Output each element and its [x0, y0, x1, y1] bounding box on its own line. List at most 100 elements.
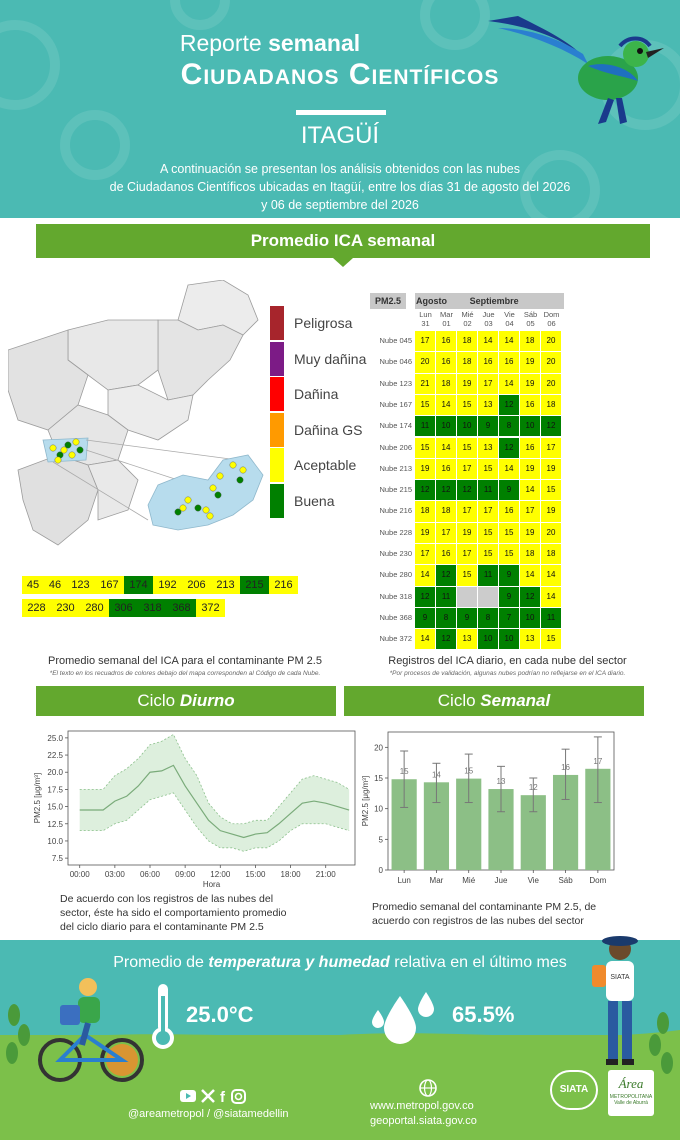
- table-cell: 17: [457, 501, 477, 522]
- map-point: [60, 446, 68, 454]
- table-cell: 9: [457, 607, 477, 629]
- diurnal-title-bold: Diurno: [179, 691, 235, 710]
- table-cell: 18: [520, 331, 540, 352]
- area-metropolitana-logo: Área METROPOLITANA Valle de Aburrá: [608, 1070, 654, 1116]
- table-cell: 8: [499, 416, 519, 437]
- footer-title-bold: temperatura y humedad: [208, 954, 390, 971]
- table-month1: Agosto: [416, 296, 447, 306]
- legend-item: Peligrosa: [270, 306, 390, 340]
- legend-label: Buena: [294, 492, 335, 509]
- social-handles[interactable]: @areametropol / @siatamedellin: [128, 1108, 289, 1120]
- y-tick-label: 10: [374, 805, 383, 814]
- description-line: y 06 de septiembre del 2026: [261, 198, 419, 212]
- geoportal-url[interactable]: geoportal.siata.gov.co: [370, 1115, 477, 1127]
- nube-code-box: 123: [66, 576, 95, 594]
- table-row-label: Nube 280: [379, 570, 412, 580]
- table-cell: 9: [499, 480, 519, 501]
- table-day-number: 03: [484, 319, 493, 328]
- table-cell: 18: [541, 544, 561, 565]
- footer-title: Promedio de temperatura y humedad relati…: [0, 954, 680, 972]
- bird-illustration: [488, 16, 664, 124]
- nube-code-box: 280: [80, 599, 109, 617]
- legend-item: Buena: [270, 483, 390, 518]
- table-day-name: Jue: [482, 310, 495, 319]
- diurnal-title-light: Ciclo: [137, 691, 176, 710]
- bar-value-label: 15: [400, 767, 409, 776]
- y-tick-label: 12.5: [47, 820, 63, 829]
- table-cell: 15: [478, 458, 498, 480]
- table-cell: 17: [457, 458, 477, 480]
- table-cell: 9: [499, 565, 519, 586]
- table-row-label: Nube 045: [379, 336, 412, 345]
- table-cell: 10: [520, 607, 540, 629]
- table-row-label: Nube 372: [379, 634, 412, 644]
- x-tick-label: 03:00: [105, 870, 126, 879]
- y-tick-label: 20: [374, 743, 383, 752]
- table-cell: 12: [436, 565, 456, 586]
- nube-code-box: 318: [138, 599, 167, 617]
- table-cell: 9: [415, 607, 435, 629]
- table-row-label: Nube 215: [379, 485, 412, 495]
- map-point: [179, 504, 187, 512]
- table-cell: 14: [436, 394, 456, 416]
- table-cell: 11: [415, 416, 435, 437]
- table-cell: 18: [457, 352, 477, 373]
- table-day-number: 04: [505, 319, 514, 328]
- metropol-url[interactable]: www.metropol.gov.co: [370, 1100, 474, 1112]
- weekly-title-light: Ciclo: [437, 691, 476, 710]
- x-axis-label: Hora: [203, 880, 221, 889]
- table-cell: 16: [436, 331, 456, 352]
- table-row-label: Nube 046: [379, 357, 412, 367]
- x-tick-label: Dom: [589, 876, 606, 885]
- map-point: [202, 506, 210, 514]
- x-tick-label: Vie: [528, 876, 540, 885]
- table-cell: 11: [478, 480, 498, 501]
- thermometer-icon: [152, 984, 174, 1049]
- table-day-name: Mié: [461, 310, 474, 319]
- table-cell: 10: [499, 629, 519, 650]
- map-point: [72, 438, 80, 446]
- report-title: Reporte semanal: [0, 30, 540, 57]
- table-cell: 10: [457, 416, 477, 437]
- table-cell: 18: [457, 331, 477, 352]
- table-cell: 20: [415, 352, 435, 373]
- legend-label: Dañina GS: [294, 421, 363, 438]
- table-cell: 15: [478, 544, 498, 565]
- footer-title-light: relativa en el último mes: [394, 954, 567, 971]
- table-cell: 9: [478, 416, 498, 437]
- map-point: [229, 461, 237, 469]
- table-cell: 18: [436, 373, 456, 394]
- table-cell: 7: [499, 607, 519, 629]
- table-cell: 16: [478, 352, 498, 373]
- ica-note-left: *El texto en los recuadros de colores de…: [49, 670, 321, 677]
- table-cell: 15: [457, 437, 477, 458]
- x-tick-label: 00:00: [70, 870, 91, 879]
- nube-code-box: 174: [124, 576, 153, 594]
- x-tick-label: Mar: [430, 876, 444, 885]
- table-day-name: Dom: [543, 310, 560, 319]
- ica-section-title: Promedio ICA semanal: [36, 224, 650, 267]
- table-cell: 19: [520, 522, 540, 543]
- x-tick-label: Mié: [462, 876, 475, 885]
- table-cell: 15: [415, 437, 435, 458]
- report-header: [0, 0, 680, 218]
- table-cell: 20: [541, 373, 561, 394]
- bar-value-label: 14: [432, 770, 441, 779]
- legend-label: Muy dañina: [294, 350, 367, 367]
- table-cell: 19: [520, 458, 540, 480]
- table-cell: 20: [541, 331, 561, 352]
- table-cell: 15: [499, 522, 519, 543]
- table-cell: 17: [541, 437, 561, 458]
- map-point: [209, 484, 217, 492]
- table-cell: 11: [436, 586, 456, 607]
- map-point: [206, 512, 214, 520]
- table-day-number: 31: [421, 319, 430, 328]
- table-day-name: Sáb: [523, 310, 538, 319]
- x-tick-label: Lun: [397, 876, 410, 885]
- map-point: [214, 491, 222, 499]
- diurnal-cycle-chart: 7.5 10.0 12.5 15.0 17.5 20.0 22.5 25.0 00:00 03:0…: [33, 730, 356, 889]
- table-cell: 20: [541, 352, 561, 373]
- area-logo-text: Área: [618, 1076, 644, 1091]
- diurnal-caption: De acuerdo con los registros de las nube…: [60, 892, 320, 934]
- nube-code-box: 230: [51, 599, 80, 617]
